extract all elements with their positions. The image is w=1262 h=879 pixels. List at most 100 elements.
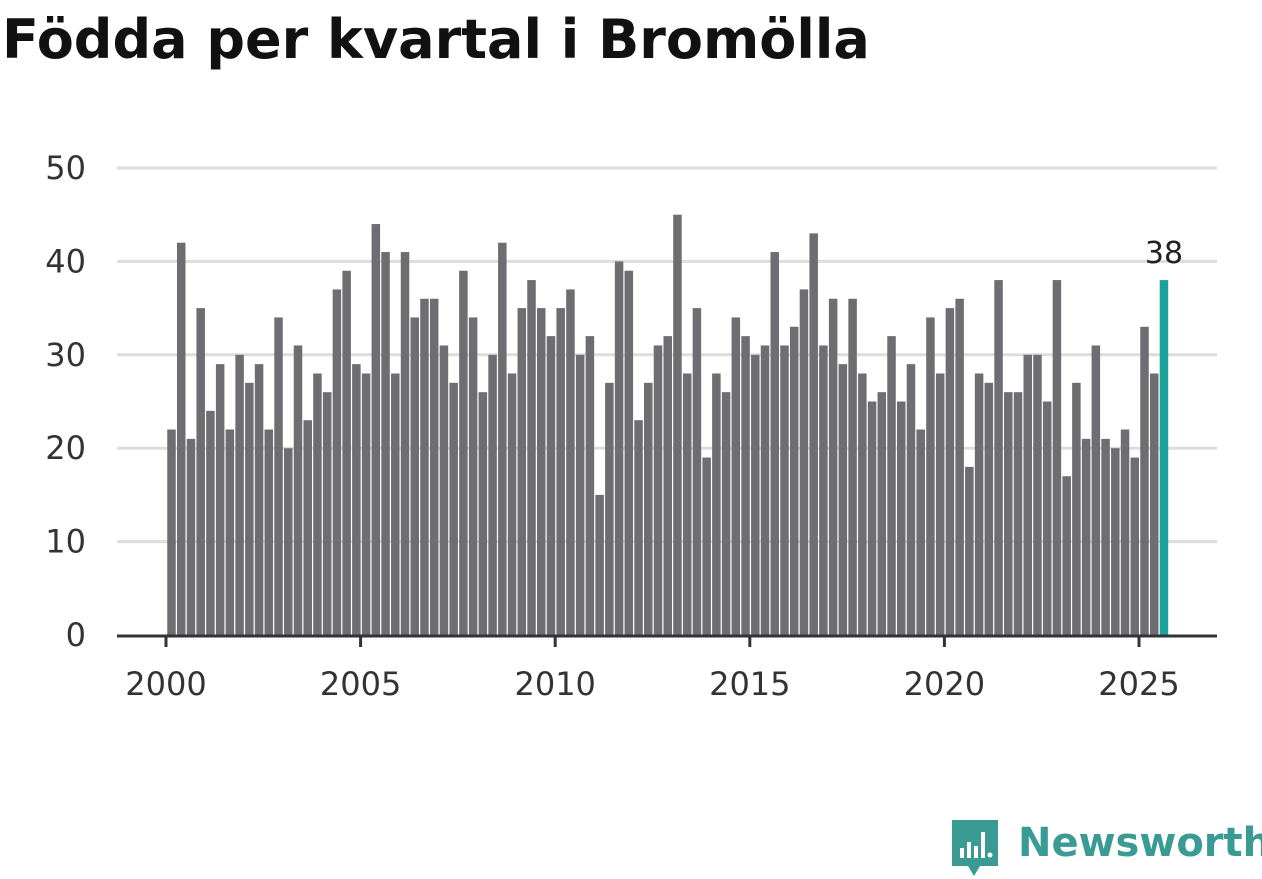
bar	[916, 429, 925, 635]
bar	[429, 298, 439, 635]
bar	[488, 354, 497, 635]
bar	[215, 364, 225, 635]
bar	[196, 308, 205, 635]
bar	[536, 308, 546, 635]
bar	[342, 270, 351, 635]
bar	[858, 373, 867, 635]
bar	[682, 373, 692, 635]
x-tick-label: 2010	[514, 665, 595, 703]
bar	[420, 298, 429, 635]
bar	[1052, 280, 1062, 635]
bar	[361, 373, 371, 635]
bar	[507, 373, 517, 635]
bar	[1004, 392, 1013, 635]
bar	[1111, 448, 1120, 635]
bar	[984, 382, 994, 635]
y-tick-label: 40	[45, 242, 86, 280]
bar	[1072, 382, 1081, 635]
chart-title: Födda per kvartal i Bromölla	[2, 8, 870, 71]
brand-name: Newsworthy	[1018, 820, 1262, 866]
bar	[176, 242, 186, 635]
bar	[459, 270, 468, 635]
y-tick-label: 30	[45, 336, 86, 374]
bar	[789, 326, 799, 635]
bar	[556, 308, 565, 635]
bar	[751, 354, 760, 635]
bar-highlighted	[1159, 280, 1169, 635]
bar	[605, 382, 614, 635]
bar	[838, 364, 848, 635]
bar	[400, 252, 410, 635]
bar	[634, 420, 643, 635]
bar	[449, 382, 458, 635]
axes	[117, 634, 1217, 647]
bar	[702, 457, 711, 635]
bar	[1130, 457, 1140, 635]
x-tick-label: 2015	[709, 665, 790, 703]
bar	[546, 336, 556, 635]
y-tick-label: 10	[45, 523, 86, 561]
bar	[712, 373, 721, 635]
bar	[352, 364, 361, 635]
bar	[322, 392, 332, 635]
bar	[731, 317, 741, 635]
bar	[381, 252, 390, 635]
bar	[284, 448, 293, 635]
x-tick-label: 2025	[1098, 665, 1179, 703]
bar	[1062, 476, 1071, 635]
labels: 0 10 20 30 40 50 38 2000 2005 2010 2015 2020 2025	[45, 149, 1183, 703]
bar	[887, 336, 896, 635]
bar	[332, 289, 342, 635]
y-tick-label: 0	[66, 616, 86, 654]
bar	[974, 373, 984, 635]
bar	[926, 317, 935, 635]
bar	[1023, 354, 1032, 635]
bar	[935, 373, 945, 635]
bar	[1081, 438, 1091, 635]
bar	[1091, 345, 1101, 635]
bar	[673, 214, 682, 635]
bar	[575, 354, 585, 635]
bar	[819, 345, 828, 635]
bar	[206, 410, 215, 635]
bar	[741, 336, 750, 635]
bar	[186, 438, 196, 635]
bar	[945, 308, 955, 635]
bar	[293, 345, 303, 635]
bar	[955, 298, 964, 635]
bar	[410, 317, 419, 635]
bar	[760, 345, 770, 635]
bar	[1149, 373, 1159, 635]
bar	[371, 224, 381, 636]
bar	[1140, 326, 1149, 635]
bar	[225, 429, 235, 635]
bar	[1033, 354, 1042, 635]
bar	[1013, 392, 1023, 635]
bar	[1101, 438, 1110, 635]
bar	[478, 392, 488, 635]
bar	[313, 373, 322, 635]
bar	[517, 308, 527, 635]
bar	[614, 261, 624, 635]
bar	[828, 298, 838, 635]
bar	[303, 420, 312, 635]
bar	[274, 317, 283, 635]
bar	[264, 429, 274, 635]
bar	[994, 280, 1003, 635]
bar	[867, 401, 877, 635]
bar	[897, 401, 906, 635]
bar	[770, 252, 780, 635]
bar	[877, 392, 887, 635]
bar	[566, 289, 575, 635]
newsworthy-logo-icon	[952, 820, 998, 876]
bar	[468, 317, 478, 635]
bar	[254, 364, 264, 635]
bar	[653, 345, 663, 635]
bar	[527, 280, 536, 635]
y-tick-label: 20	[45, 429, 86, 467]
y-tick-label: 50	[45, 149, 86, 187]
bar	[809, 233, 818, 635]
bar	[439, 345, 449, 635]
bar	[1042, 401, 1052, 635]
